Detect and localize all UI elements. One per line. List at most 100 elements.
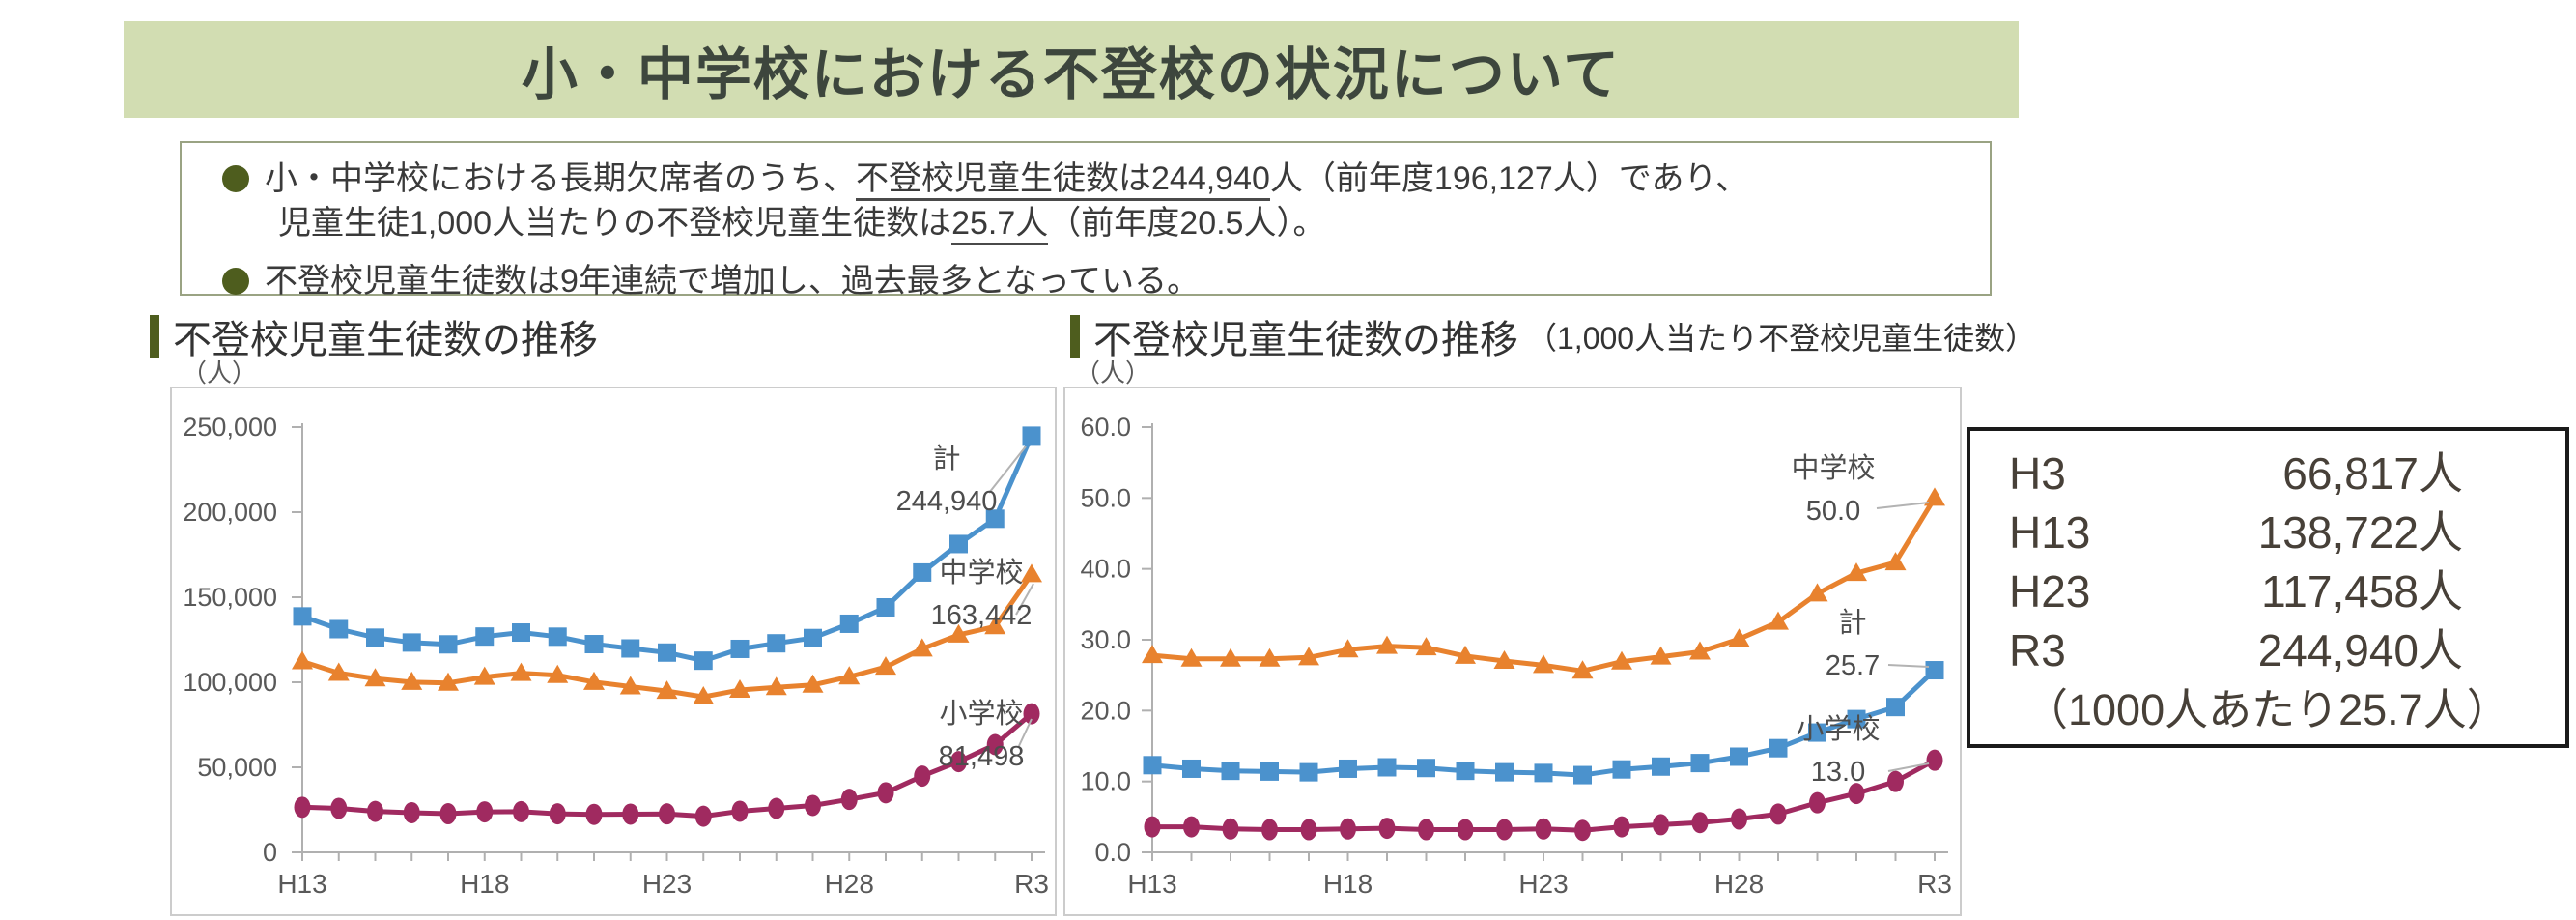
series-end-label-name: 小学校 bbox=[1796, 713, 1880, 745]
marker-triangle bbox=[1180, 647, 1203, 667]
summary-b1-underlined-rate: 25.7人 bbox=[951, 205, 1049, 245]
marker-circle bbox=[805, 794, 821, 817]
y-tick-label: 0.0 bbox=[1094, 838, 1131, 867]
marker-circle bbox=[1653, 814, 1669, 836]
marker-circle bbox=[1378, 818, 1396, 840]
x-tick-label: R3 bbox=[1014, 869, 1049, 899]
left-chart-unit-label: （人） bbox=[182, 359, 258, 388]
marker-square bbox=[548, 627, 567, 647]
marker-square bbox=[694, 651, 713, 671]
right-chart-svg: 0.0 10.0 20.0 30.0 40.0 50.0 60.0 H13 H18 H23 H28 R… bbox=[1080, 413, 1951, 899]
marker-square bbox=[1377, 758, 1397, 777]
marker-circle bbox=[950, 751, 967, 773]
marker-triangle bbox=[1021, 563, 1042, 583]
marker-circle bbox=[1926, 749, 1943, 771]
marker-square bbox=[839, 614, 859, 633]
marker-square bbox=[1339, 759, 1357, 778]
y-tick-label: 40.0 bbox=[1080, 555, 1131, 584]
marker-circle bbox=[694, 805, 712, 827]
marker-triangle bbox=[1533, 654, 1554, 674]
marker-square bbox=[767, 634, 786, 653]
summary-bullet-2: 不登校児童生徒数は9年連続で増加し、過去最多となっている。 bbox=[222, 259, 1990, 303]
marker-square bbox=[1808, 723, 1826, 742]
y-tick-label: 250,000 bbox=[183, 413, 277, 442]
marker-circle bbox=[330, 797, 348, 819]
marker-square bbox=[913, 562, 932, 582]
marker-triangle bbox=[1689, 641, 1711, 660]
marker-triangle bbox=[1298, 647, 1319, 666]
marker-triangle bbox=[1924, 487, 1945, 506]
marker-circle bbox=[1691, 812, 1709, 834]
left-chart-svg: 0 50,000 100,000 150,000 200,000 250,000 H13 H1… bbox=[183, 413, 1049, 899]
marker-square bbox=[1417, 759, 1435, 778]
marker-triangle bbox=[1806, 583, 1828, 602]
y-tick-label: 50,000 bbox=[197, 753, 277, 782]
marker-square bbox=[1022, 426, 1041, 446]
marker-circle bbox=[513, 800, 529, 822]
x-tick-label: H13 bbox=[277, 869, 326, 899]
marker-triangle bbox=[1259, 647, 1281, 667]
marker-square bbox=[1886, 698, 1905, 717]
marker-circle bbox=[1613, 816, 1630, 838]
marker-triangle bbox=[438, 672, 459, 691]
year-value: 138,722人 bbox=[2257, 507, 2463, 558]
y-tick-label: 0 bbox=[263, 838, 277, 867]
summary-bullet-1: 小・中学校における長期欠席者のうち、不登校児童生徒数は244,940人（前年度1… bbox=[222, 157, 1990, 245]
marker-circle bbox=[1769, 803, 1787, 825]
x-tick-label: H28 bbox=[1714, 869, 1764, 899]
marker-square bbox=[1573, 765, 1592, 785]
left-chart-title: 不登校児童生徒数の推移 bbox=[173, 319, 598, 361]
marker-circle bbox=[549, 803, 566, 825]
y-tick-label: 60.0 bbox=[1080, 413, 1131, 442]
series-end-label-value: 81,498 bbox=[939, 741, 1025, 772]
marker-circle bbox=[1574, 819, 1591, 842]
marker-circle bbox=[1457, 819, 1474, 841]
marker-triangle bbox=[292, 650, 313, 670]
marker-square bbox=[804, 628, 822, 647]
y-tick-label: 50.0 bbox=[1080, 483, 1131, 512]
marker-triangle bbox=[1142, 645, 1163, 664]
marker-circle bbox=[659, 803, 675, 825]
marker-square bbox=[1260, 762, 1279, 781]
summary-box: 小・中学校における長期欠席者のうち、不登校児童生徒数は244,940人（前年度1… bbox=[180, 141, 1992, 300]
marker-square bbox=[1143, 756, 1162, 775]
marker-square bbox=[1730, 747, 1748, 766]
marker-square bbox=[1456, 762, 1475, 781]
year-label: H3 bbox=[2009, 448, 2066, 499]
key-figures-row: R3 244,940人 bbox=[2009, 621, 2565, 680]
marker-triangle bbox=[729, 679, 750, 699]
marker-triangle bbox=[1768, 611, 1789, 630]
key-figures-footnote: （1000人あたり25.7人） bbox=[2024, 685, 2510, 734]
marker-triangle bbox=[473, 666, 495, 685]
series-end-label-name: 計 bbox=[932, 443, 960, 474]
marker-triangle bbox=[401, 671, 423, 690]
marker-square bbox=[1652, 757, 1670, 776]
series-end-label-value: 244,940 bbox=[896, 486, 998, 517]
year-value: 66,817人 bbox=[2282, 448, 2463, 499]
summary-bullet-1-text: 小・中学校における長期欠席者のうち、不登校児童生徒数は244,940人（前年度1… bbox=[265, 157, 1748, 245]
summary-b1-text-a: 小・中学校における長期欠席者のうち、 bbox=[265, 160, 856, 197]
annotation-connector bbox=[1015, 583, 1034, 616]
y-tick-label: 150,000 bbox=[183, 583, 277, 612]
series-end-label-value: 163,442 bbox=[931, 600, 1033, 631]
year-label: H23 bbox=[2009, 566, 2091, 617]
marker-triangle bbox=[1220, 647, 1241, 667]
marker-circle bbox=[1340, 818, 1356, 840]
x-tick-label: H18 bbox=[460, 869, 509, 899]
marker-triangle bbox=[1728, 628, 1750, 647]
marker-circle bbox=[622, 803, 639, 825]
marker-square bbox=[293, 607, 312, 626]
marker-square bbox=[658, 643, 676, 662]
marker-circle bbox=[1261, 819, 1278, 841]
marker-square bbox=[1495, 762, 1514, 782]
summary-b1-text-b: 人（前年度196,127人）であり、 bbox=[1269, 160, 1749, 197]
marker-triangle bbox=[1571, 660, 1594, 679]
left-chart-plot: 0 50,000 100,000 150,000 200,000 250,000 H13 H1… bbox=[170, 387, 1057, 916]
marker-circle bbox=[1848, 783, 1865, 805]
marker-circle bbox=[1496, 819, 1513, 841]
marker-circle bbox=[294, 796, 311, 819]
series-line-計 bbox=[301, 434, 1034, 664]
marker-square bbox=[1925, 661, 1944, 680]
title-banner: 小・中学校における不登校の状況について bbox=[124, 21, 2019, 118]
marker-square bbox=[730, 639, 750, 658]
